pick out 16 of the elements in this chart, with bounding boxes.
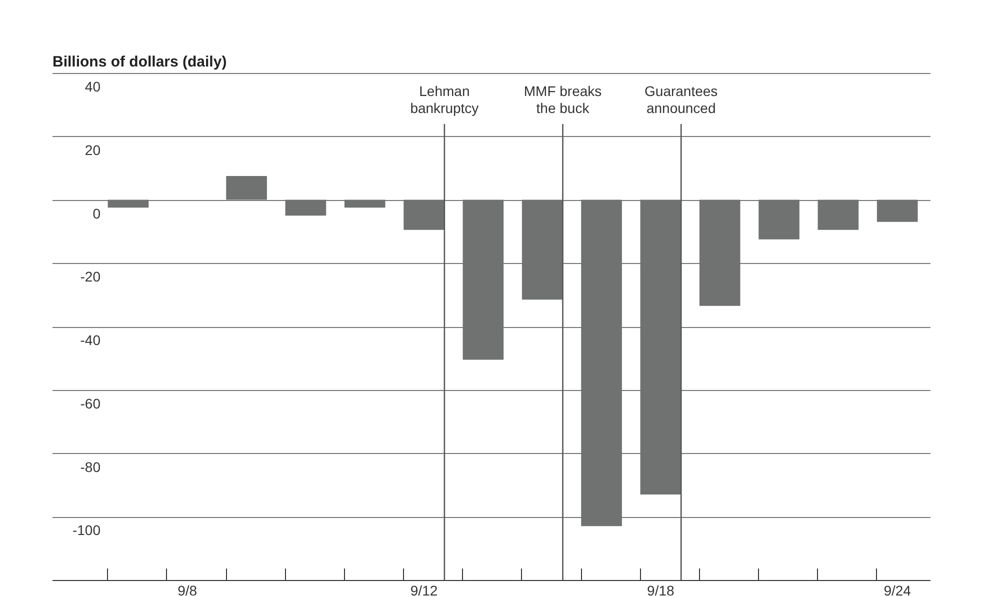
x-tick-label: 9/12 [410,582,438,597]
annotation: Lehman bankruptcy [410,83,479,116]
y-tick-label: 20 [84,142,101,158]
y-tick-label: -100 [72,522,101,538]
annotation: MMF breaks the buck [524,83,602,116]
y-tick-label: 40 [84,78,101,94]
x-tick-label: 9/24 [884,582,912,597]
y-tick-label: 0 [92,205,101,222]
y-tick-label: -20 [80,268,101,285]
y-axis-title: Billions of dollars (daily) [52,54,227,70]
x-tick-label: 9/8 [178,582,198,597]
x-tick-label: 9/18 [647,582,675,597]
annotation: Guarantees announced [644,83,718,116]
y-tick-label: -80 [80,458,101,475]
y-tick-label: -40 [80,332,101,348]
y-tick-label: -60 [80,395,101,412]
